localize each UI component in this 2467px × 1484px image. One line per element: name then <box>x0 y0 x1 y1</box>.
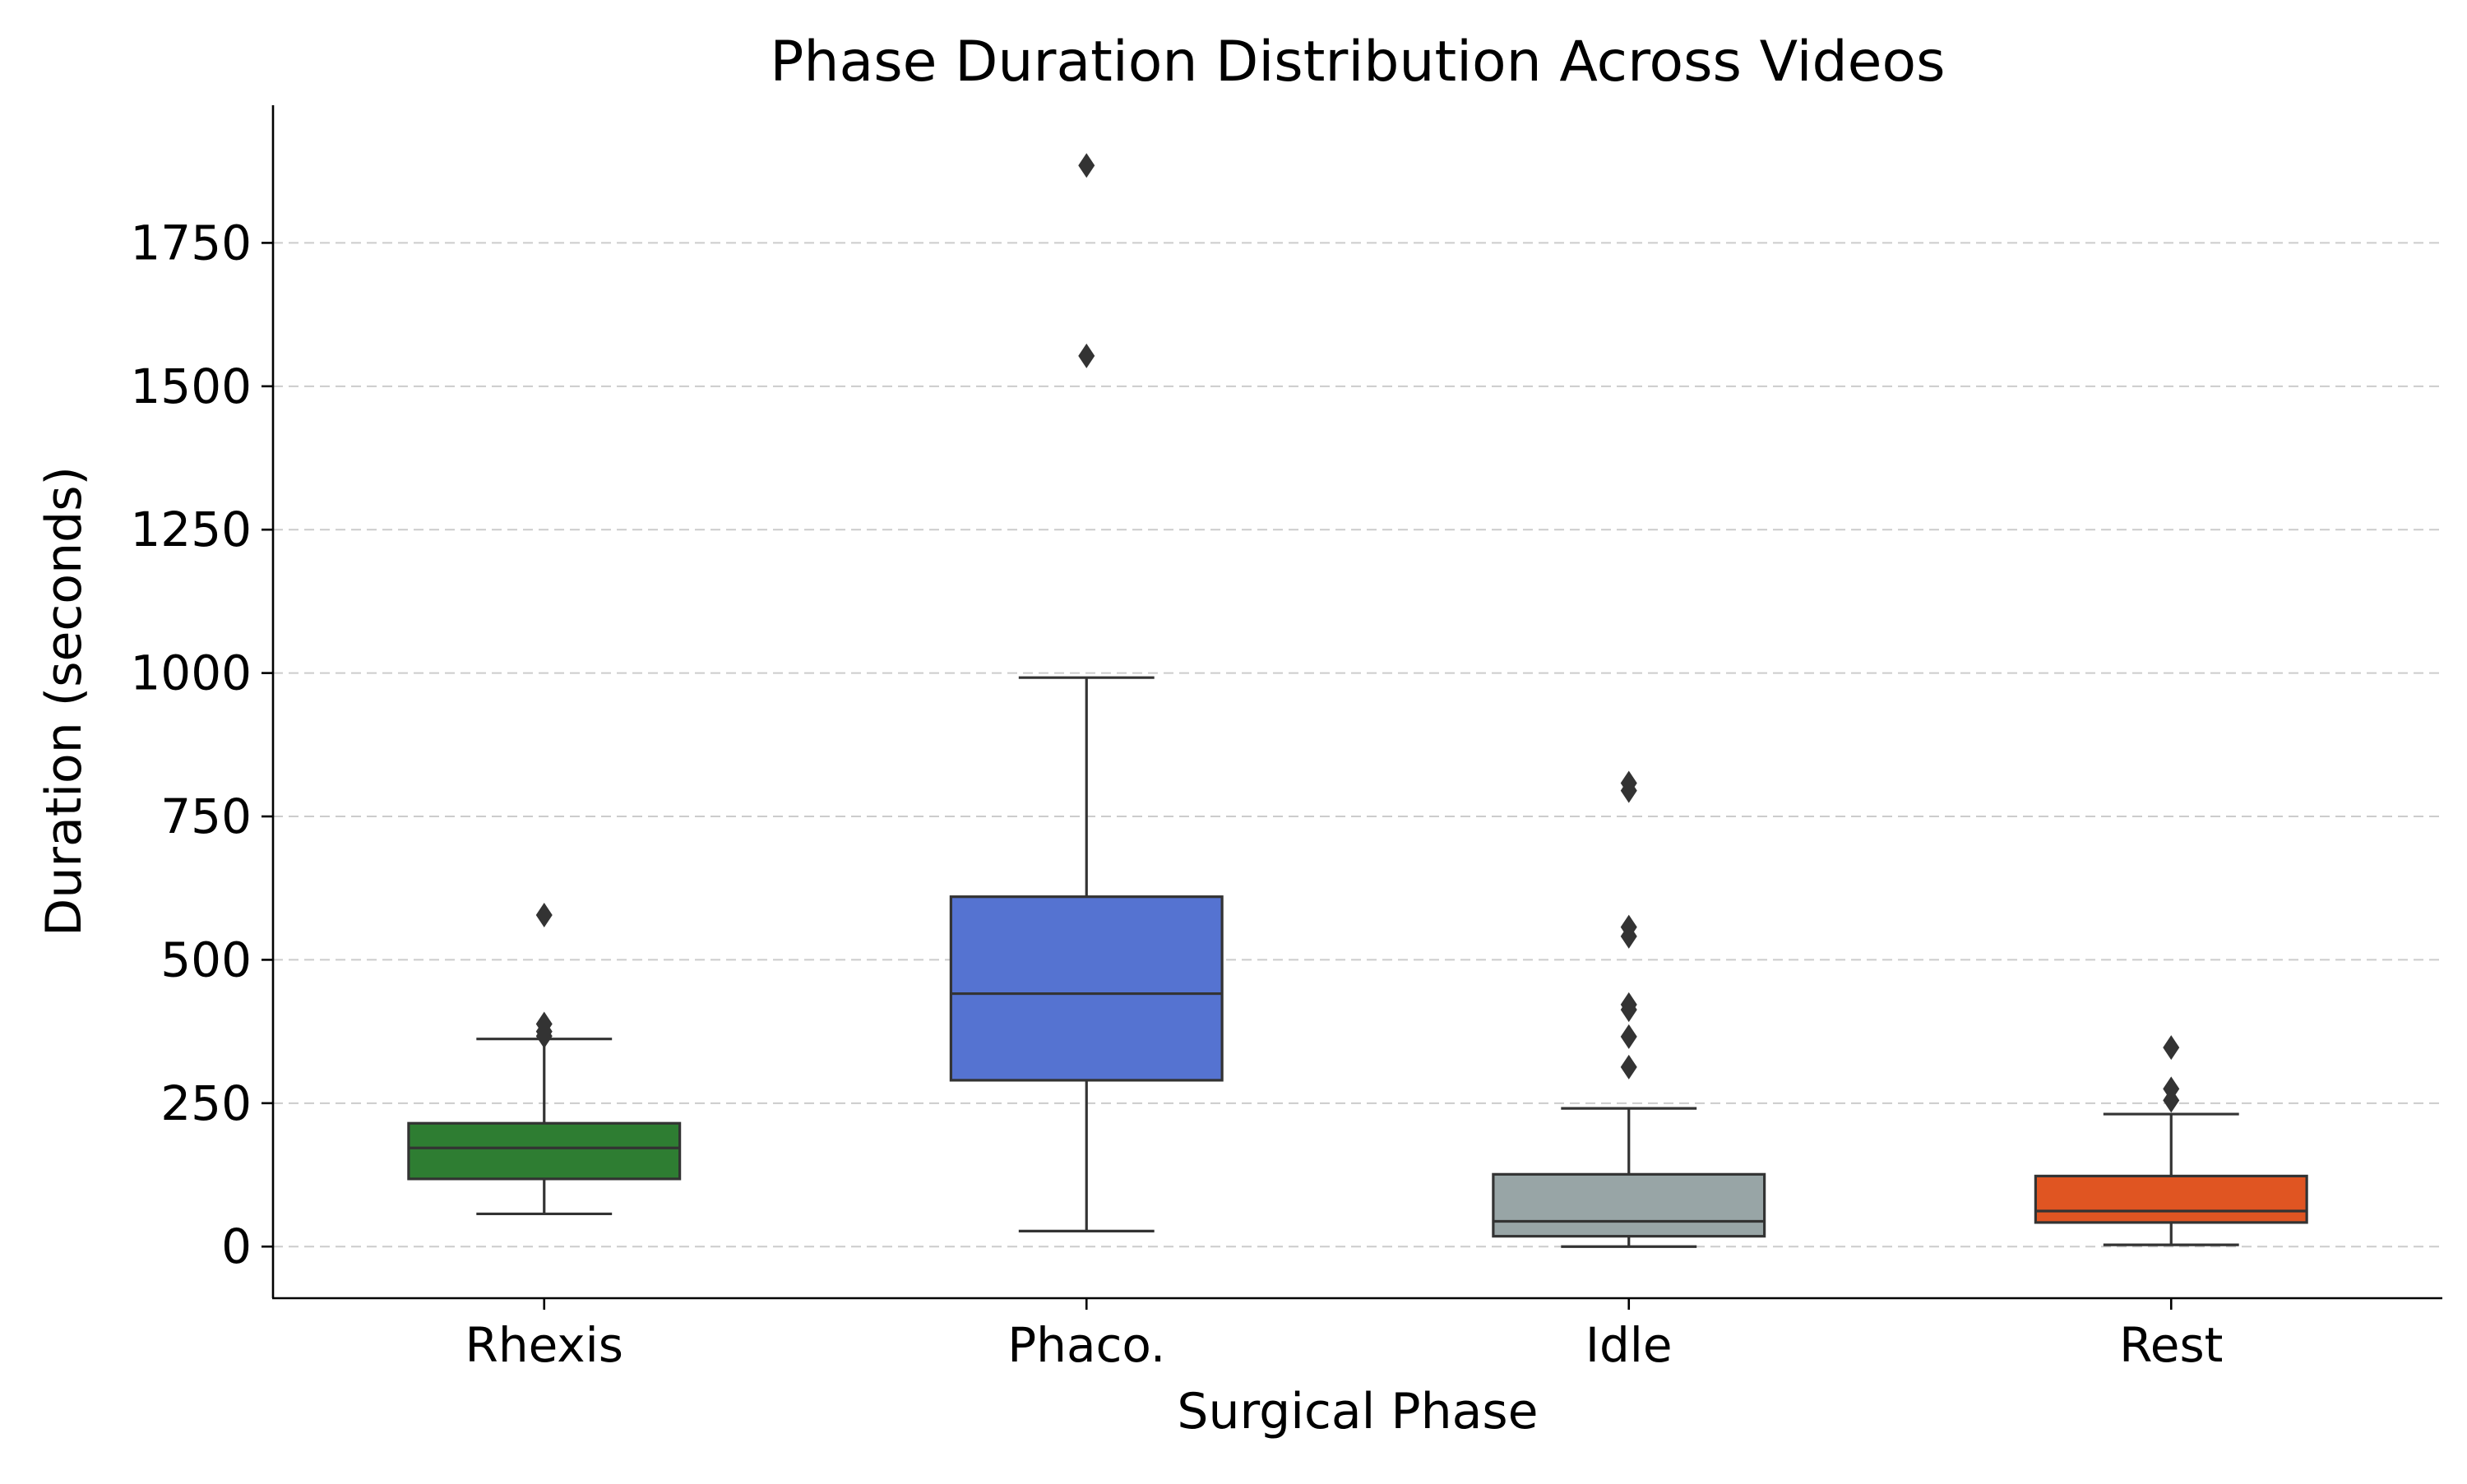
box-iqr-rhexis <box>407 1121 682 1181</box>
box-group-phaco <box>949 153 1224 1232</box>
outlier-point-idle-0 <box>1620 1054 1637 1079</box>
box-plot-series <box>407 153 2308 1248</box>
ticks: 0 250 500 750 1000 1250 1500 1750 Rhexis Phaco. Id… <box>130 215 2223 1373</box>
outlier-point-idle-5 <box>1620 914 1637 940</box>
x-axis-label: Surgical Phase <box>1177 1383 1538 1440</box>
outlier-point-idle-1 <box>1620 1024 1637 1049</box>
chart-title: Phase Duration Distribution Across Video… <box>770 30 1945 95</box>
y-tick-label-1250: 1250 <box>130 502 252 557</box>
box-iqr-idle <box>1492 1172 1766 1238</box>
box-iqr-phaco <box>949 895 1224 1082</box>
y-tick-label-500: 500 <box>160 932 252 987</box>
x-tick-label-rhexis: Rhexis <box>465 1317 623 1373</box>
y-tick-label-250: 250 <box>160 1075 252 1131</box>
x-tick-label-phaco: Phaco. <box>1007 1317 1165 1373</box>
x-tick-label-idle: Idle <box>1585 1317 1673 1373</box>
grid-lines <box>273 242 2442 1248</box>
y-tick-label-750: 750 <box>160 788 252 844</box>
axes <box>271 105 2442 1300</box>
outlier-point-rest-1 <box>2163 1076 2180 1102</box>
outlier-point-rhexis-2 <box>535 1011 553 1037</box>
outlier-point-rhexis-3 <box>535 903 553 928</box>
outlier-point-phaco-1 <box>1078 153 1095 178</box>
y-tick-label-1500: 1500 <box>130 358 252 414</box>
box-group-idle <box>1492 770 1766 1248</box>
box-group-rhexis <box>407 903 682 1216</box>
y-tick-label-1000: 1000 <box>130 645 252 701</box>
x-tick-label-rest: Rest <box>2119 1317 2223 1373</box>
y-tick-label-1750: 1750 <box>130 215 252 270</box>
y-tick-label-0: 0 <box>221 1218 252 1274</box>
outlier-point-rest-2 <box>2163 1035 2180 1061</box>
box-group-rest <box>2034 1035 2308 1246</box>
outlier-point-idle-7 <box>1620 770 1637 796</box>
outlier-point-phaco-0 <box>1078 343 1095 368</box>
box-iqr-rest <box>2034 1174 2308 1224</box>
outlier-point-idle-3 <box>1620 992 1637 1017</box>
y-axis-label: Duration (seconds) <box>35 466 93 936</box>
